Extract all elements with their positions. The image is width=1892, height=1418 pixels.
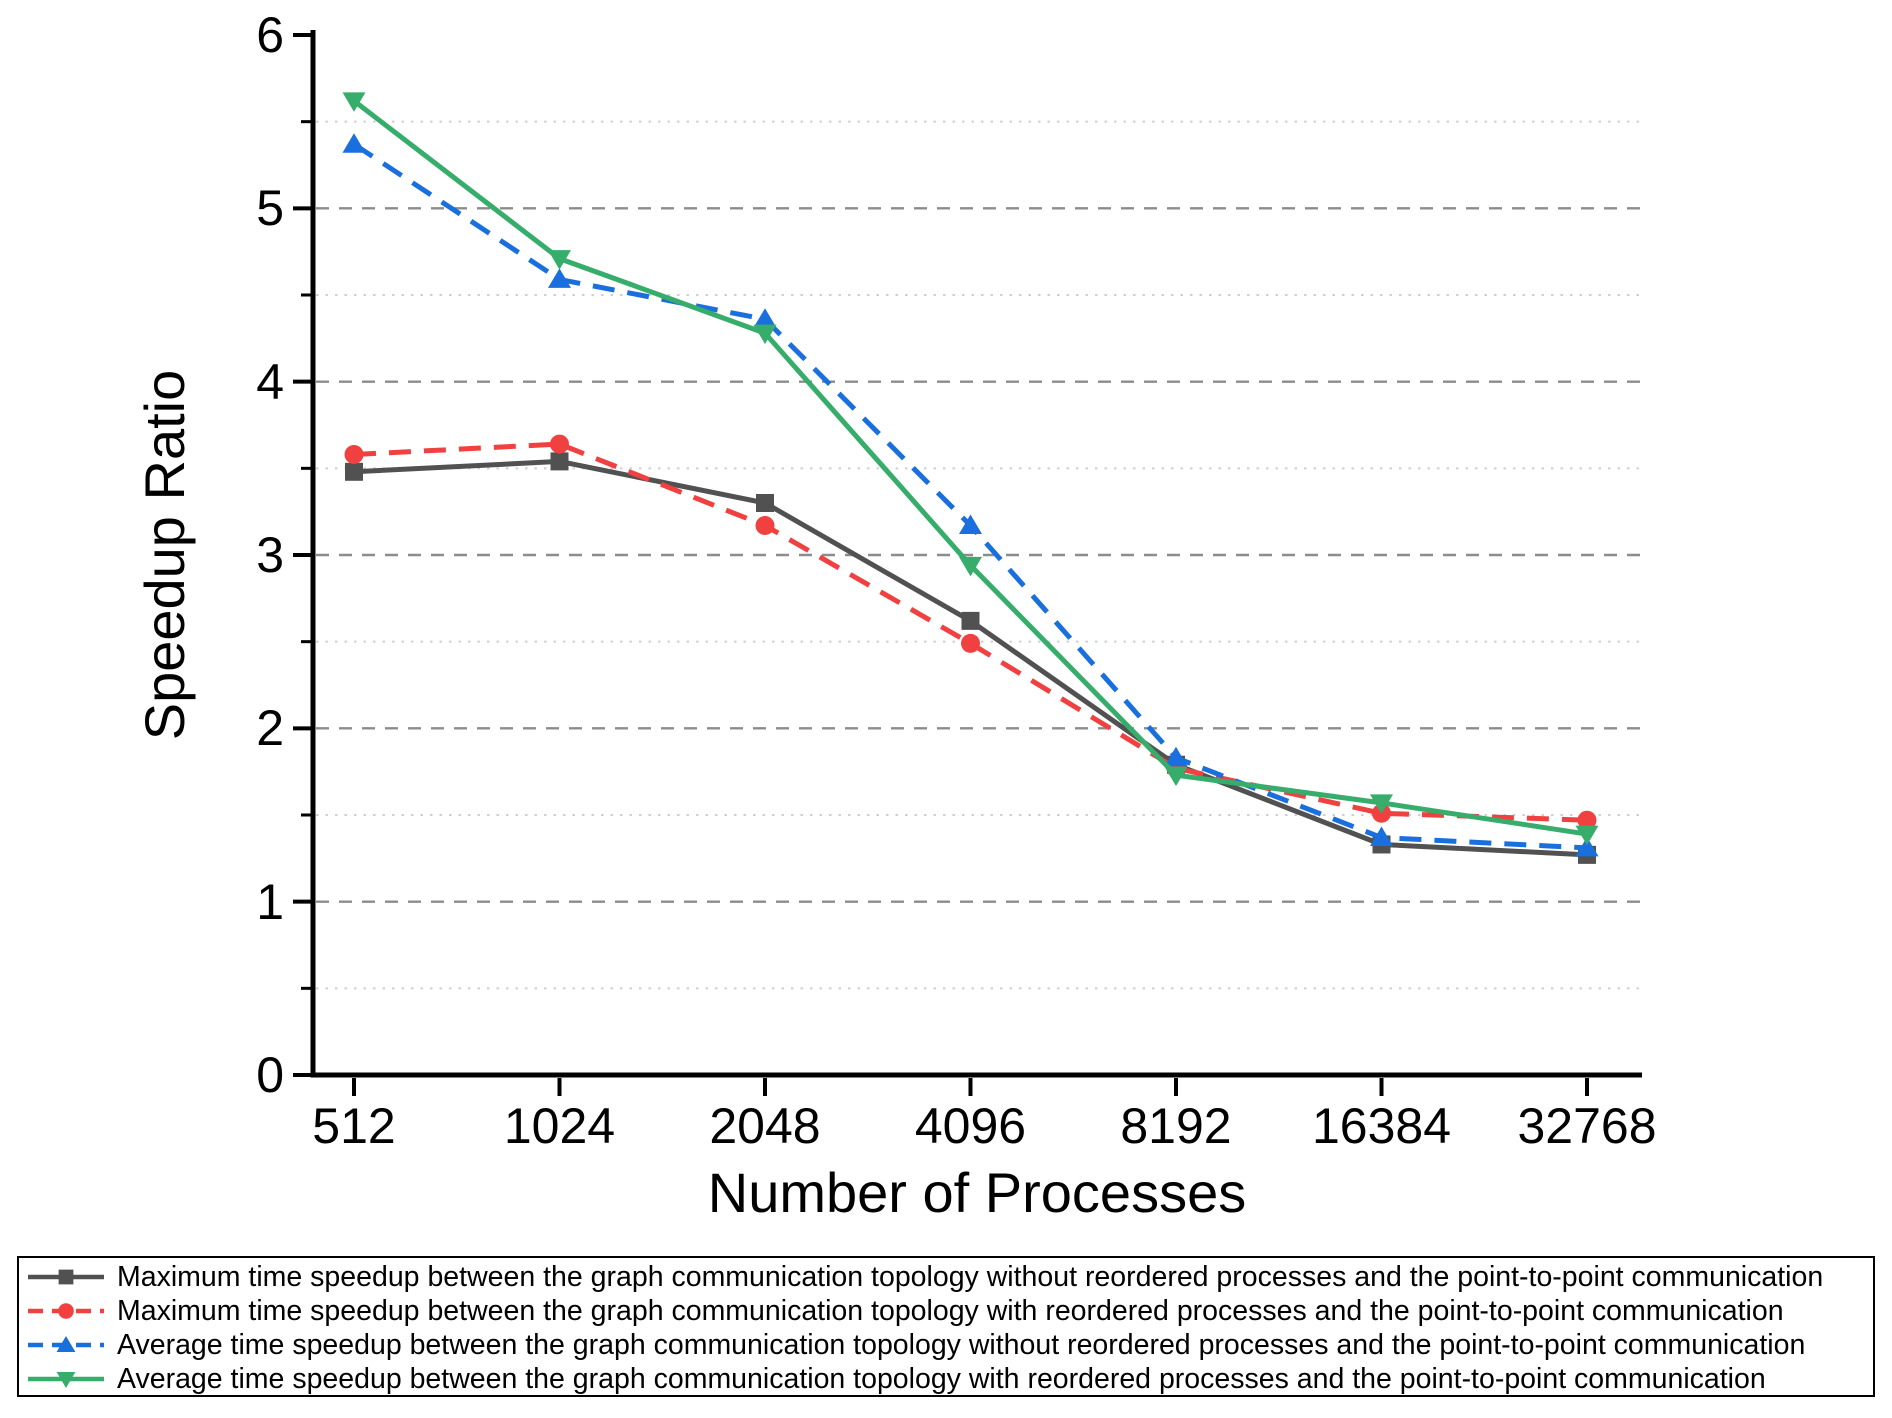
legend-label: Average time speedup between the graph c… <box>117 1363 1766 1395</box>
legend-label: Maximum time speedup between the graph c… <box>117 1261 1824 1293</box>
ytick-label-4: 4 <box>256 353 284 410</box>
x-axis-title: Number of Processes <box>707 1161 1247 1224</box>
xtick-label-1024: 1024 <box>503 1098 616 1154</box>
y-axis-title: Speedup Ratio <box>133 369 196 741</box>
xtick-label-2048: 2048 <box>709 1098 821 1154</box>
legend-row-max-no-reorder: Maximum time speedup between the graph c… <box>25 1260 1873 1294</box>
legend: Maximum time speedup between the graph c… <box>17 1256 1875 1397</box>
legend-label: Average time speedup between the graph c… <box>117 1329 1806 1361</box>
legend-label: Maximum time speedup between the graph c… <box>117 1295 1784 1327</box>
plot-area <box>293 30 1642 1096</box>
legend-line-triangle-down-icon <box>28 1372 104 1389</box>
xtick-label-32768: 32768 <box>1517 1098 1657 1154</box>
series-avg-no-reorder <box>342 133 1599 857</box>
legend-row-avg-no-reorder: Average time speedup between the graph c… <box>25 1328 1873 1362</box>
xtick-label-16384: 16384 <box>1311 1098 1452 1154</box>
legend-line-square-icon <box>28 1269 104 1285</box>
legend-line-triangle-up-icon <box>28 1335 104 1352</box>
ytick-label-3: 3 <box>256 527 284 583</box>
xtick-label-8192: 8192 <box>1120 1098 1232 1154</box>
legend-row-max-reorder: Maximum time speedup between the graph c… <box>25 1294 1873 1328</box>
ytick-label-2: 2 <box>256 700 284 757</box>
series-max-reorder <box>344 434 1597 830</box>
xtick-label-4096: 4096 <box>914 1098 1027 1154</box>
legend-line-circle-icon <box>28 1303 104 1319</box>
ytick-label-5: 5 <box>256 180 284 237</box>
series-max-no-reorder <box>345 452 1596 864</box>
ytick-label-0: 0 <box>256 1047 284 1103</box>
ytick-label-6: 6 <box>256 7 284 63</box>
ytick-label-1: 1 <box>256 873 284 930</box>
legend-row-avg-reorder: Average time speedup between the graph c… <box>25 1362 1873 1396</box>
xtick-label-512: 512 <box>312 1098 396 1154</box>
series-avg-reorder <box>342 92 1599 846</box>
